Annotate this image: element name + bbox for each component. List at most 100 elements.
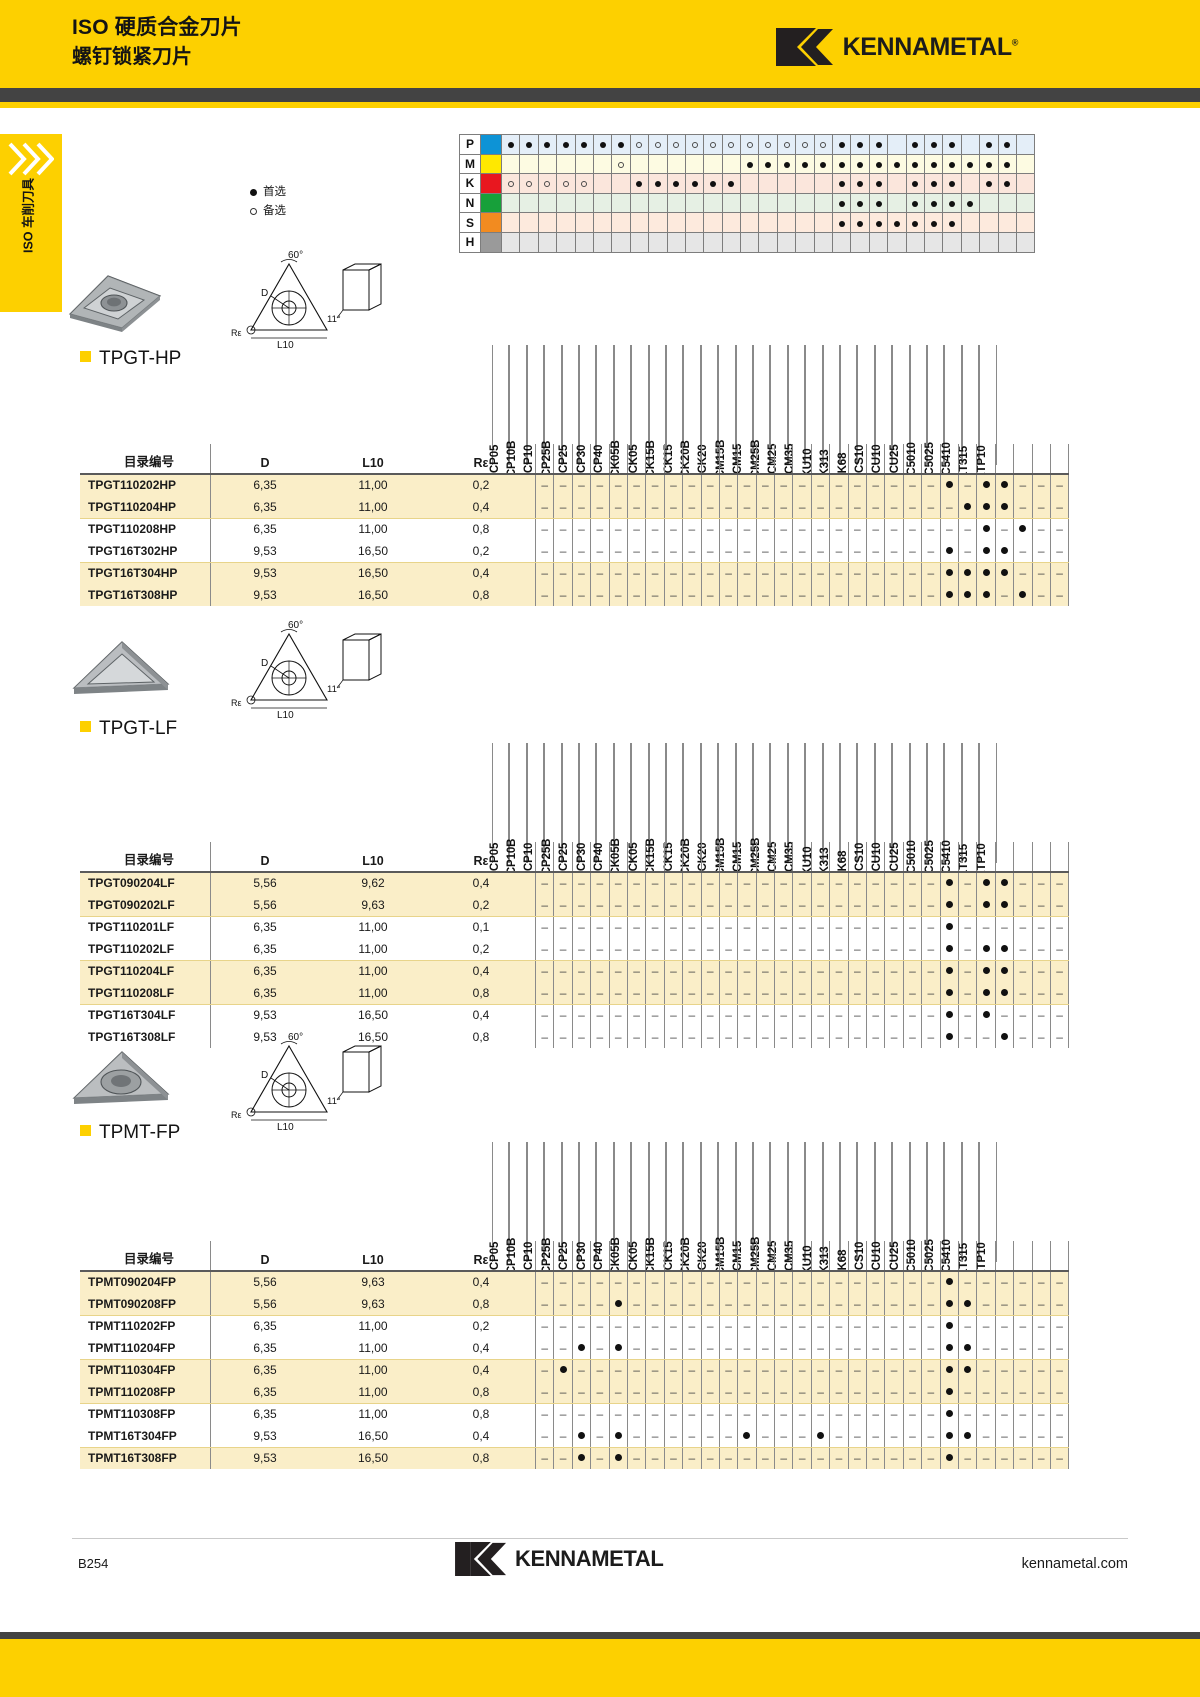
table-row[interactable]: TPGT110202LF 6,35 11,00 0,2– – – – – – – – – – – – – – – –…: [80, 938, 1070, 960]
no-match-dash: –: [614, 1029, 622, 1044]
svg-text:D: D: [261, 288, 268, 299]
table-row[interactable]: TPMT090208FP 5,56 9,63 0,8– – – – – – – – – – – – – – – – –…: [80, 1293, 1070, 1315]
rule: [80, 871, 1069, 873]
cell-grade-kt315: –: [1031, 894, 1051, 916]
cell-grade-kck15: –: [718, 1026, 739, 1048]
table-row[interactable]: TPGT110208LF 6,35 11,00 0,8– – – – – – – – – – – – – – – –…: [80, 982, 1070, 1004]
cell-grade-kcu10: [939, 584, 959, 606]
grade-col-spacer: [590, 842, 610, 871]
table-row[interactable]: TPGT16T304LF 9,53 16,50 0,4– – – – – – – – – – – – – – – –…: [80, 1004, 1070, 1027]
matrix-cell: [850, 192, 870, 214]
table-row[interactable]: TPGT110208HP 6,35 11,00 0,8– – – – – – – – – – – – – – – –…: [80, 518, 1070, 541]
cell-grade-kcp40: –: [645, 1381, 665, 1403]
svg-text:Rε: Rε: [231, 1110, 242, 1120]
no-match-dash: –: [798, 1428, 806, 1443]
table-row[interactable]: TPMT110202FP 6,35 11,00 0,2– – – – – – – – – – – – – – – –…: [80, 1315, 1070, 1338]
matrix-cell: [703, 231, 723, 253]
cell-grade-kcp05: –: [534, 982, 555, 1004]
cell-grade-kcp30: –: [626, 1337, 647, 1359]
no-match-dash: –: [596, 587, 604, 602]
table-row[interactable]: TPGT16T304HP 9,53 16,50 0,4– – – – – – – – – – – – – – – –…: [80, 562, 1070, 585]
table-row[interactable]: TPGT110204LF 6,35 11,00 0,4– – – – – – – – – – – – – – – –…: [80, 960, 1070, 983]
no-match-dash: –: [853, 566, 861, 581]
table-row[interactable]: TPGT110201LF 6,35 11,00 0,1– – – – – – – – – – – – – – – –…: [80, 916, 1070, 939]
cell-catalog-number: TPGT110201LF: [88, 920, 175, 935]
table-row[interactable]: TPMT110208FP 6,35 11,00 0,8– – – – – – – – – – – – – – – –…: [80, 1381, 1070, 1403]
cell-grade-kc5010: [976, 938, 996, 960]
matrix-cell: [666, 153, 686, 175]
no-match-dash: –: [633, 1319, 640, 1334]
no-match-dash: –: [670, 1340, 677, 1355]
cell-grade-kck20: –: [755, 1271, 776, 1294]
cell-grade-kcu10: [939, 1403, 959, 1426]
cell-grade-kcm25b: –: [810, 1403, 831, 1426]
matrix-cell: [519, 134, 539, 155]
no-match-dash: –: [670, 1319, 677, 1334]
cell-catalog-number: TPGT16T304HP: [88, 566, 178, 581]
table-row[interactable]: TPGT090204LF 5,56 9,62 0,4– – – – – – – – – – – – – – – – –…: [80, 872, 1070, 895]
cell-grade-kcm35: –: [847, 1403, 868, 1426]
table-row[interactable]: TPGT090202LF 5,56 9,63 0,2– – – – – – – – – – – – – – – – –…: [80, 894, 1070, 916]
hollow-dot-icon: [526, 181, 533, 188]
table-row[interactable]: TPMT16T304FP 9,53 16,50 0,4– – – – – – – – – – – – – – – –…: [80, 1425, 1070, 1447]
cell-grade-kcm15: –: [792, 562, 812, 585]
table-row[interactable]: TPGT16T302HP 9,53 16,50 0,2– – – – – – – – – – – – – – – –…: [80, 540, 1070, 562]
cell-re: 0,8: [472, 1384, 490, 1399]
cell-grade-kck20b: –: [737, 872, 757, 895]
grade-col-spacer: [1031, 444, 1051, 473]
no-match-dash: –: [1019, 1428, 1027, 1443]
matrix-cell: [868, 134, 889, 155]
table-row[interactable]: TPGT16T308LF 9,53 16,50 0,8– – – – – – – – – – – – – – – –…: [80, 1026, 1070, 1048]
column-header-l10: L10: [362, 1253, 384, 1267]
no-match-dash: –: [964, 543, 972, 558]
filled-dot-icon: [982, 879, 990, 887]
cell-grade-kcm15b: –: [774, 982, 794, 1004]
cell-grade-kcp10b: –: [553, 496, 573, 518]
table-row[interactable]: TPGT110204HP 6,35 11,00 0,4– – – – – – – – – – – – – – – –…: [80, 496, 1070, 518]
cell-grade-kcp25: [608, 1425, 628, 1447]
cell-grade-kcp10b: –: [553, 540, 573, 562]
no-match-dash: –: [725, 1319, 732, 1334]
no-match-dash: –: [725, 1029, 732, 1044]
table-row[interactable]: TPMT110304FP 6,35 11,00 0,4– – – – – – – – – – – – – – – –…: [80, 1359, 1070, 1382]
no-match-dash: –: [1019, 985, 1027, 1000]
table-row[interactable]: TPMT110308FP 6,35 11,00 0,8– – – – – – – – – – – – – – – –…: [80, 1403, 1070, 1426]
no-match-dash: –: [762, 1384, 769, 1399]
table-row[interactable]: TPMT16T308FP 9,53 16,50 0,8– – – – – – – – – – – – – – – –…: [80, 1447, 1070, 1470]
filled-dot-icon: [964, 1343, 972, 1351]
no-match-dash: –: [1001, 1407, 1008, 1422]
no-match-dash: –: [614, 566, 622, 581]
no-match-dash: –: [614, 1319, 622, 1334]
no-match-dash: –: [890, 1275, 898, 1290]
no-match-dash: –: [743, 941, 751, 956]
no-match-dash: –: [706, 1340, 714, 1355]
table-row[interactable]: TPGT110202HP 6,35 11,00 0,2– – – – – – – – – – – – – – – –…: [80, 474, 1070, 497]
matrix-cell: [740, 212, 760, 233]
table-row[interactable]: TPGT16T308HP 9,53 16,50 0,8– – – – – – – – – – – – – – – –…: [80, 584, 1070, 606]
cell-grade-kcu25: –: [957, 938, 978, 960]
grade-col-spacer: [1013, 842, 1033, 871]
no-match-dash: –: [1001, 1384, 1008, 1399]
table-row[interactable]: TPMT090204FP 5,56 9,63 0,4– – – – – – – – – – – – – – – – –…: [80, 1271, 1070, 1294]
matrix-cell: [850, 231, 870, 253]
cell-grade-kcp25b: –: [590, 916, 610, 939]
cell-grade-kcm25: –: [829, 540, 849, 562]
table-row[interactable]: TPMT110204FP 6,35 11,00 0,4– – – – – – – – – – – – – – – –…: [80, 1337, 1070, 1359]
cell-grade-kcp10: –: [571, 1403, 592, 1426]
no-match-dash: –: [578, 1029, 585, 1044]
no-match-dash: –: [633, 587, 640, 602]
cell-grade-k68: –: [902, 1381, 923, 1403]
cell-grade-kcp05: –: [534, 1447, 555, 1470]
cell-grade-k68: –: [902, 1425, 923, 1447]
cell-grade-kck15b: –: [700, 1026, 720, 1048]
matrix-cell: [923, 134, 944, 155]
cell-grade-kcu10: [939, 1293, 959, 1315]
footer-url[interactable]: kennametal.com: [1021, 1556, 1128, 1572]
cell-grade-kcm25: –: [829, 872, 849, 895]
grade-col-spacer: [755, 1241, 776, 1270]
cell-grade-ktp10: –: [1049, 562, 1070, 585]
cell-d: 6,35: [210, 916, 319, 939]
grade-column-kck15b: KCK15B: [645, 743, 666, 884]
no-match-dash: –: [706, 876, 714, 891]
cell-grade-kck15b: –: [700, 562, 720, 585]
